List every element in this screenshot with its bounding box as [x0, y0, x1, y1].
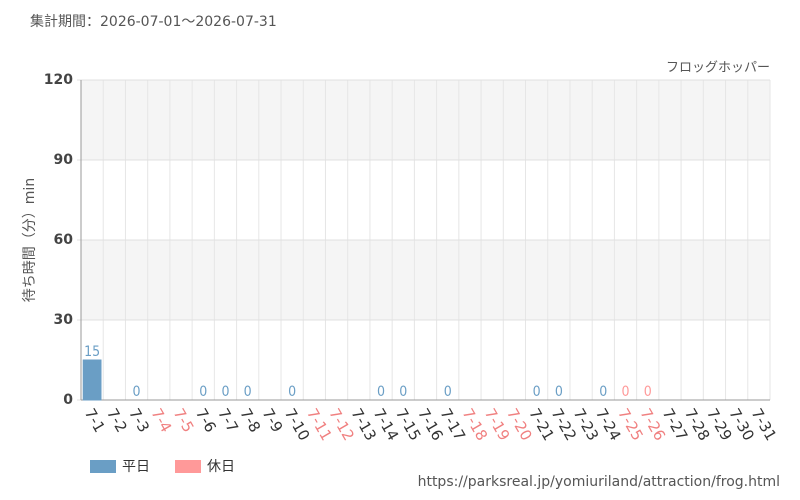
- legend-swatch: [90, 460, 116, 473]
- x-tick-label: 7-5: [170, 405, 198, 435]
- x-tick-label: 7-3: [125, 405, 153, 435]
- x-tick-label: 7-6: [192, 405, 220, 435]
- x-tick-label: 7-2: [103, 405, 131, 435]
- value-label: 0: [533, 384, 541, 400]
- grid-band: [81, 240, 770, 320]
- y-tick-label: 30: [54, 312, 74, 328]
- legend-label: 平日: [122, 459, 150, 475]
- x-tick-label: 7-1: [81, 405, 109, 435]
- value-label: 15: [84, 344, 100, 360]
- grid-band: [81, 80, 770, 160]
- legend-label: 休日: [207, 459, 235, 475]
- value-label: 0: [199, 384, 207, 400]
- y-axis-label: 待ち時間（分）min: [22, 178, 38, 302]
- bar: [82, 359, 102, 401]
- value-label: 0: [288, 384, 296, 400]
- chart-subtitle: フロッグホッパー: [666, 61, 770, 76]
- value-label: 0: [599, 384, 607, 400]
- value-label: 0: [644, 384, 652, 400]
- x-tick-label: 7-7: [214, 405, 242, 435]
- value-label: 0: [399, 384, 407, 400]
- value-label: 0: [133, 384, 141, 400]
- y-tick-label: 0: [63, 392, 73, 408]
- value-label: 0: [444, 384, 452, 400]
- legend-swatch: [175, 460, 201, 473]
- value-label: 0: [221, 384, 229, 400]
- source: https://parksreal.jp/yomiuriland/attract…: [418, 474, 780, 490]
- y-tick-label: 120: [44, 72, 73, 88]
- y-tick-label: 60: [54, 232, 74, 248]
- chart-title: 集計期間：2026-07-01～2026-07-31: [30, 13, 277, 30]
- value-label: 0: [244, 384, 252, 400]
- x-tick-label: 7-8: [236, 405, 264, 435]
- value-label: 0: [377, 384, 385, 400]
- y-tick-label: 90: [54, 152, 74, 168]
- value-label: 0: [555, 384, 563, 400]
- x-tick-label: 7-4: [147, 405, 175, 435]
- x-tick-label: 7-9: [259, 405, 287, 435]
- value-label: 0: [622, 384, 630, 400]
